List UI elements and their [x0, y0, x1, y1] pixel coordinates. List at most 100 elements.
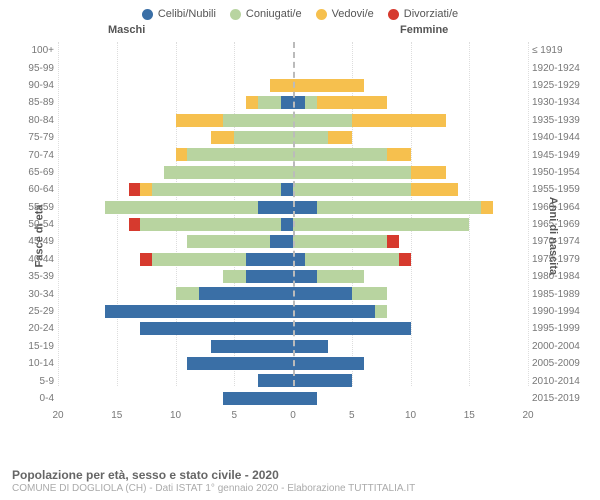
birth-year-label: 1995-1999: [532, 323, 594, 334]
x-tick-label: 10: [405, 410, 416, 421]
female-half: [293, 148, 528, 161]
bar-segment: [293, 218, 469, 231]
male-half: [58, 287, 293, 300]
female-half: [293, 392, 528, 405]
birth-year-label: 1980-1984: [532, 271, 594, 282]
age-label: 75-79: [18, 132, 54, 143]
bar-segment: [293, 340, 328, 353]
x-axis: 201510505101520: [58, 410, 528, 430]
bar-segment: [211, 131, 235, 144]
x-tick-label: 15: [464, 410, 475, 421]
bar-segment: [328, 131, 352, 144]
bar-rows: 100+≤ 191995-991920-192490-941925-192985…: [58, 42, 528, 408]
bar-segment: [140, 253, 152, 266]
birth-year-label: 1985-1989: [532, 289, 594, 300]
birth-year-label: 1945-1949: [532, 150, 594, 161]
birth-year-label: 2005-2009: [532, 358, 594, 369]
bar-segment: [293, 235, 387, 248]
bar-segment: [105, 201, 258, 214]
legend: Celibi/Nubili Coniugati/e Vedovi/e Divorzia…: [0, 0, 600, 24]
bar-segment: [375, 305, 387, 318]
age-label: 90-94: [18, 80, 54, 91]
male-half: [58, 114, 293, 127]
legend-item: Vedovi/e: [316, 8, 374, 20]
age-label: 30-34: [18, 289, 54, 300]
bar-segment: [176, 114, 223, 127]
bar-segment: [293, 201, 317, 214]
age-label: 55-59: [18, 202, 54, 213]
bar-segment: [387, 235, 399, 248]
birth-year-label: 2015-2019: [532, 393, 594, 404]
birth-year-label: 1920-1924: [532, 63, 594, 74]
bar-segment: [352, 114, 446, 127]
male-half: [58, 357, 293, 370]
male-half: [58, 374, 293, 387]
age-label: 25-29: [18, 306, 54, 317]
female-half: [293, 374, 528, 387]
legend-swatch: [142, 9, 153, 20]
female-half: [293, 131, 528, 144]
female-half: [293, 357, 528, 370]
age-label: 20-24: [18, 323, 54, 334]
bar-segment: [140, 183, 152, 196]
age-label: 65-69: [18, 167, 54, 178]
footer-subtitle: COMUNE DI DOGLIOLA (CH) - Dati ISTAT 1° …: [12, 483, 588, 494]
male-half: [58, 61, 293, 74]
legend-item: Celibi/Nubili: [142, 8, 216, 20]
male-half: [58, 166, 293, 179]
bar-segment: [293, 305, 375, 318]
bar-segment: [293, 166, 411, 179]
female-half: [293, 235, 528, 248]
bar-segment: [317, 96, 388, 109]
x-tick-label: 5: [349, 410, 355, 421]
bar-segment: [140, 218, 281, 231]
chart-footer: Popolazione per età, sesso e stato civil…: [12, 468, 588, 494]
bar-segment: [187, 148, 293, 161]
male-half: [58, 392, 293, 405]
female-half: [293, 201, 528, 214]
bar-segment: [176, 148, 188, 161]
bar-segment: [281, 183, 293, 196]
bar-segment: [293, 357, 364, 370]
male-half: [58, 148, 293, 161]
female-half: [293, 270, 528, 283]
bar-segment: [152, 253, 246, 266]
female-half: [293, 96, 528, 109]
bar-segment: [293, 322, 411, 335]
bar-segment: [399, 253, 411, 266]
bar-segment: [293, 287, 352, 300]
legend-item: Divorziati/e: [388, 8, 458, 20]
bar-segment: [258, 201, 293, 214]
bar-segment: [481, 201, 493, 214]
birth-year-label: 1975-1979: [532, 254, 594, 265]
female-half: [293, 183, 528, 196]
legend-label: Vedovi/e: [332, 8, 374, 20]
center-axis: [293, 42, 295, 386]
birth-year-label: 1955-1959: [532, 184, 594, 195]
age-label: 85-89: [18, 97, 54, 108]
age-label: 100+: [18, 45, 54, 56]
header-male: Maschi: [108, 24, 145, 36]
birth-year-label: 1940-1944: [532, 132, 594, 143]
bar-segment: [411, 183, 458, 196]
x-tick-label: 5: [231, 410, 237, 421]
age-label: 35-39: [18, 271, 54, 282]
male-half: [58, 253, 293, 266]
male-half: [58, 79, 293, 92]
x-tick-label: 20: [522, 410, 533, 421]
legend-swatch: [230, 9, 241, 20]
gender-headers: Maschi Femmine: [0, 24, 600, 40]
birth-year-label: 1965-1969: [532, 219, 594, 230]
male-half: [58, 322, 293, 335]
bar-segment: [305, 96, 317, 109]
birth-year-label: 1925-1929: [532, 80, 594, 91]
bar-segment: [387, 148, 411, 161]
bar-segment: [246, 253, 293, 266]
bar-segment: [258, 374, 293, 387]
legend-label: Coniugati/e: [246, 8, 302, 20]
birth-year-label: 2000-2004: [532, 341, 594, 352]
bar-segment: [211, 340, 293, 353]
birth-year-label: 1950-1954: [532, 167, 594, 178]
bar-segment: [176, 287, 200, 300]
population-pyramid-chart: { "type": "population-pyramid", "legend"…: [0, 0, 600, 500]
